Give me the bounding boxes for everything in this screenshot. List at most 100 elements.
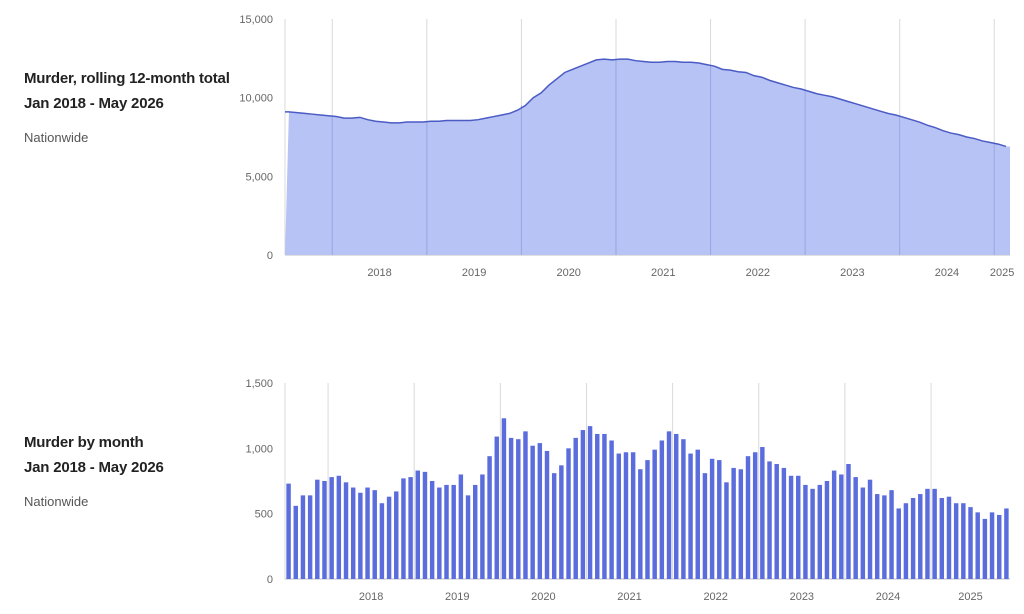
bar bbox=[365, 487, 370, 579]
bar bbox=[666, 431, 672, 579]
bar bbox=[386, 496, 392, 579]
rolling-total-subtitle: Nationwide bbox=[24, 130, 89, 145]
bar bbox=[867, 479, 873, 579]
x-tick-label: 2019 bbox=[445, 591, 469, 603]
bar bbox=[537, 443, 543, 579]
bar bbox=[595, 433, 600, 579]
bar bbox=[982, 518, 988, 579]
x-tick-label: 2024 bbox=[935, 267, 959, 279]
bar bbox=[286, 483, 291, 579]
y-tick-label: 0 bbox=[267, 574, 273, 586]
bar bbox=[882, 495, 887, 579]
bar bbox=[609, 440, 614, 579]
bar bbox=[322, 481, 327, 579]
bar bbox=[307, 495, 313, 579]
x-tick-label: 2023 bbox=[790, 591, 814, 603]
y-tick-label: 1,000 bbox=[245, 443, 273, 455]
y-tick-label: 1,500 bbox=[245, 378, 273, 390]
bar bbox=[817, 484, 822, 579]
bar bbox=[415, 470, 421, 579]
bar bbox=[918, 494, 923, 579]
bar bbox=[781, 467, 787, 579]
x-tick-label: 2025 bbox=[958, 591, 982, 603]
bar bbox=[673, 433, 679, 579]
bar bbox=[429, 481, 435, 579]
x-tick-label: 2022 bbox=[746, 267, 770, 279]
bar bbox=[544, 450, 550, 579]
bar bbox=[717, 460, 722, 579]
bar bbox=[824, 481, 830, 579]
x-tick-label: 2021 bbox=[617, 591, 641, 603]
x-tick-label: 2019 bbox=[462, 267, 486, 279]
bar bbox=[444, 484, 449, 579]
bar bbox=[752, 452, 758, 579]
bar bbox=[408, 477, 413, 579]
bar bbox=[652, 449, 657, 579]
bar bbox=[329, 477, 334, 579]
bar bbox=[846, 464, 851, 579]
x-tick-label: 2018 bbox=[359, 591, 383, 603]
bar bbox=[602, 433, 607, 579]
bar bbox=[300, 495, 306, 579]
bar bbox=[630, 452, 636, 579]
monthly-murders-panel: Murder by month Jan 2018 - May 2026 Nati… bbox=[0, 365, 1024, 614]
bar bbox=[336, 475, 342, 579]
bar bbox=[889, 490, 894, 579]
bar bbox=[989, 512, 995, 579]
bar bbox=[961, 503, 966, 579]
bar bbox=[738, 469, 744, 579]
bar bbox=[645, 460, 650, 579]
bar bbox=[702, 473, 708, 579]
bar bbox=[997, 514, 1002, 579]
y-tick-label: 10,000 bbox=[239, 93, 273, 105]
monthly-murders-subtitle: Nationwide bbox=[24, 494, 89, 509]
x-tick-label: 2023 bbox=[840, 267, 864, 279]
rolling-total-date-range: Jan 2018 - May 2026 bbox=[24, 95, 164, 112]
bar bbox=[1004, 508, 1009, 579]
bar bbox=[810, 488, 815, 579]
bar bbox=[831, 470, 837, 579]
bar bbox=[724, 482, 729, 579]
bar bbox=[946, 496, 952, 579]
series-line bbox=[285, 58, 1007, 148]
rolling-total-panel: Murder, rolling 12-month total Jan 2018 … bbox=[0, 0, 1024, 300]
rolling-total-caption: Murder, rolling 12-month total Jan 2018 … bbox=[24, 66, 239, 145]
y-tick-label: 500 bbox=[255, 509, 273, 521]
y-tick-label: 15,000 bbox=[239, 14, 273, 26]
bar bbox=[803, 484, 808, 579]
bar bbox=[839, 474, 844, 579]
monthly-murders-date-range: Jan 2018 - May 2026 bbox=[24, 459, 164, 476]
bar bbox=[480, 474, 485, 579]
rolling-total-title: Murder, rolling 12-month total bbox=[24, 70, 230, 87]
bar bbox=[580, 430, 586, 579]
bar bbox=[903, 503, 909, 579]
bar bbox=[473, 484, 478, 579]
monthly-murders-title: Murder by month bbox=[24, 434, 144, 451]
bar bbox=[494, 436, 499, 579]
bar bbox=[501, 418, 507, 579]
area-fill bbox=[285, 59, 1010, 256]
bar bbox=[523, 431, 528, 579]
monthly-murders-bar-chart: 0 500 1,000 1,500 2018 2019 2020 2021 2022 2023 20… bbox=[245, 378, 1010, 603]
bar bbox=[659, 440, 665, 579]
bar bbox=[638, 469, 643, 579]
bar bbox=[587, 426, 593, 579]
bar bbox=[760, 447, 765, 579]
bar bbox=[530, 445, 535, 579]
bar bbox=[372, 490, 377, 579]
bar bbox=[896, 508, 901, 579]
x-tick-label: 2020 bbox=[556, 267, 580, 279]
bar bbox=[939, 497, 945, 579]
bar bbox=[508, 437, 514, 579]
bar bbox=[688, 453, 693, 579]
bar bbox=[616, 453, 622, 579]
x-tick-label: 2020 bbox=[531, 591, 555, 603]
bar bbox=[774, 464, 779, 579]
bar bbox=[487, 456, 492, 579]
bar bbox=[731, 467, 736, 579]
bar bbox=[860, 487, 866, 579]
bar bbox=[874, 494, 880, 579]
bar bbox=[451, 484, 456, 579]
bar bbox=[350, 487, 356, 579]
bar bbox=[315, 479, 320, 579]
